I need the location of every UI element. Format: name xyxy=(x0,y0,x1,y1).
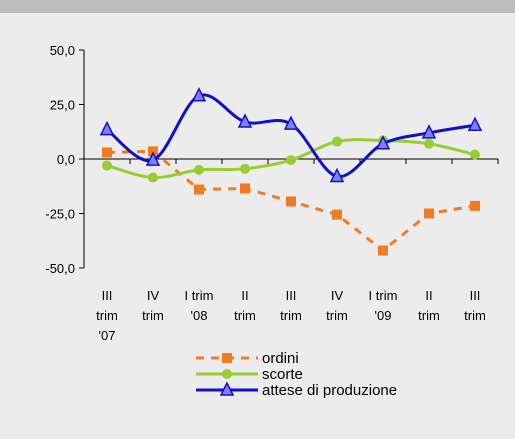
marker xyxy=(191,87,207,102)
x-tick-label: IV trim xyxy=(142,288,164,323)
marker xyxy=(375,135,391,150)
x-tick-line: trim xyxy=(142,308,164,323)
x-tick-label: III trim '07 xyxy=(96,288,118,343)
marker xyxy=(332,136,342,147)
marker xyxy=(470,149,480,160)
marker xyxy=(222,353,232,363)
marker xyxy=(424,208,434,219)
x-tick-line: I trim xyxy=(185,288,214,303)
x-tick-line: III xyxy=(286,288,297,303)
marker xyxy=(194,164,204,175)
title-bar xyxy=(0,0,515,13)
x-tick-label: III trim xyxy=(280,288,302,323)
marker xyxy=(286,196,296,207)
x-tick-label: III trim xyxy=(464,288,486,323)
marker xyxy=(283,115,299,130)
marker xyxy=(222,369,232,379)
marker xyxy=(421,124,437,139)
marker xyxy=(148,146,158,157)
marker xyxy=(102,160,112,171)
marker xyxy=(332,209,342,220)
legend-label: attese di produzione xyxy=(262,382,397,399)
y-tick-label: 50,0 xyxy=(50,43,75,58)
marker xyxy=(99,120,115,136)
x-tick-line: II xyxy=(425,288,432,303)
x-tick-line: IV xyxy=(331,288,344,303)
y-tick-label: -25,0 xyxy=(45,207,75,222)
x-tick-line: trim xyxy=(280,308,302,323)
marker xyxy=(424,138,434,149)
x-tick-line: trim xyxy=(234,308,256,323)
y-tick-label: -50,0 xyxy=(45,261,75,276)
x-tick-label: IV trim xyxy=(326,288,348,323)
x-tick-line: I trim xyxy=(369,288,398,303)
x-tick-line: IV xyxy=(147,288,160,303)
x-tick-label: II trim xyxy=(234,288,256,323)
marker xyxy=(470,200,480,211)
marker xyxy=(237,113,253,128)
x-tick-line: '07 xyxy=(99,328,116,343)
y-tick-label: 25,0 xyxy=(50,98,75,113)
x-tick-line: trim xyxy=(418,308,440,323)
x-tick-label: I trim '08 xyxy=(185,288,214,323)
marker xyxy=(240,163,250,174)
marker xyxy=(467,116,483,131)
x-tick-line: trim xyxy=(96,308,118,323)
legend-label: scorte xyxy=(262,366,303,383)
x-tick-label: I trim '09 xyxy=(369,288,398,323)
marker xyxy=(219,381,235,396)
marker xyxy=(145,151,161,166)
legend-label: ordini xyxy=(262,350,299,367)
x-tick-line: '08 xyxy=(191,308,208,323)
x-tick-line: III xyxy=(102,288,113,303)
marker xyxy=(102,147,112,158)
x-tick-line: '09 xyxy=(375,308,392,323)
x-tick-line: III xyxy=(470,288,481,303)
marker xyxy=(240,183,250,194)
marker xyxy=(378,245,388,256)
x-tick-line: trim xyxy=(326,308,348,323)
marker xyxy=(148,172,158,183)
marker xyxy=(329,167,345,183)
y-tick-label: 0,0 xyxy=(57,152,75,167)
marker xyxy=(194,184,204,195)
x-tick-label: II trim xyxy=(418,288,440,323)
x-tick-line: II xyxy=(241,288,248,303)
marker xyxy=(286,155,296,166)
x-tick-line: trim xyxy=(464,308,486,323)
